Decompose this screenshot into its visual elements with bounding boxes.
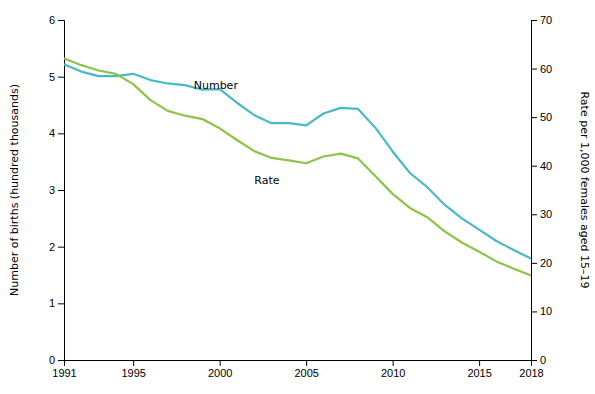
y2-axis: 0 10 20 30 40 50 60 70 xyxy=(531,14,552,366)
tick-mark xyxy=(306,360,307,366)
axis-line xyxy=(65,361,532,367)
y2-axis-title: Rate per 1,000 females aged 15–19 xyxy=(578,91,591,288)
tick-label: 2010 xyxy=(381,367,405,379)
tick: 6 xyxy=(49,14,64,26)
axis-line xyxy=(58,21,65,361)
tick: 10 xyxy=(531,305,552,317)
tick-mark xyxy=(58,77,64,78)
tick-mark xyxy=(58,133,64,134)
chart: 1991199520002005201020152018012345601020… xyxy=(0,0,595,394)
tick-mark xyxy=(531,311,537,312)
tick: 0 xyxy=(49,354,64,366)
tick: 3 xyxy=(49,184,64,196)
tick: 1991 xyxy=(52,360,76,379)
line xyxy=(64,58,531,275)
tick-label: 2015 xyxy=(467,367,491,379)
tick-label: 60 xyxy=(540,63,552,75)
tick-mark xyxy=(220,360,221,366)
tick: 2010 xyxy=(381,360,405,379)
tick-mark xyxy=(531,166,537,167)
tick: 50 xyxy=(531,111,552,123)
tick-mark xyxy=(393,360,394,366)
tick-mark xyxy=(531,214,537,215)
tick-label: 1991 xyxy=(52,367,76,379)
tick: 30 xyxy=(531,208,552,220)
y-axis-title: Number of births (hundred thousands) xyxy=(8,84,21,296)
tick-label: 10 xyxy=(540,305,552,317)
tick: 2 xyxy=(49,241,64,253)
tick: 2005 xyxy=(294,360,318,379)
tick-mark xyxy=(58,247,64,248)
tick-mark xyxy=(58,303,64,304)
tick-mark xyxy=(531,360,537,361)
tick: 2015 xyxy=(467,360,491,379)
tick-mark xyxy=(58,190,64,191)
tick-mark xyxy=(531,20,537,21)
tick: 4 xyxy=(49,127,64,139)
y-axis: 0 1 2 3 4 5 6 xyxy=(49,14,65,366)
tick-label: 70 xyxy=(540,14,552,26)
tick: 0 xyxy=(531,354,546,366)
tick-mark xyxy=(531,263,537,264)
tick: 20 xyxy=(531,257,552,269)
tick-label: 2018 xyxy=(519,367,543,379)
tick-label: 20 xyxy=(540,257,552,269)
tick: 5 xyxy=(49,71,64,83)
tick-label: 1995 xyxy=(121,367,145,379)
tick-label: 30 xyxy=(540,208,552,220)
tick-mark xyxy=(531,69,537,70)
annotation: Number xyxy=(194,79,239,92)
tick-mark xyxy=(133,360,134,366)
plot-area xyxy=(64,58,531,275)
tick-mark xyxy=(531,117,537,118)
tick-label: 3 xyxy=(49,184,55,196)
tick: 60 xyxy=(531,63,552,75)
tick-label: 0 xyxy=(49,354,55,366)
tick-mark xyxy=(58,360,64,361)
tick-label: 4 xyxy=(49,127,55,139)
annotation: Rate xyxy=(254,174,279,187)
tick-label: 2 xyxy=(49,241,55,253)
tick: 1 xyxy=(49,297,64,309)
tick-label: 2000 xyxy=(208,367,232,379)
tick: 70 xyxy=(531,14,552,26)
tick-label: 40 xyxy=(540,160,552,172)
x-axis: 1991 1995 2000 2005 2010 2015 2018 xyxy=(52,360,543,379)
tick-label: 50 xyxy=(540,111,552,123)
tick-mark xyxy=(58,20,64,21)
tick-label: 1 xyxy=(49,297,55,309)
tick-mark xyxy=(479,360,480,366)
tick-label: 5 xyxy=(49,71,55,83)
tick: 40 xyxy=(531,160,552,172)
tick-label: 6 xyxy=(49,14,55,26)
tick-label: 0 xyxy=(540,354,546,366)
tick: 1995 xyxy=(121,360,145,379)
tick-label: 2005 xyxy=(294,367,318,379)
tick: 2000 xyxy=(208,360,232,379)
axis-line xyxy=(532,21,538,361)
